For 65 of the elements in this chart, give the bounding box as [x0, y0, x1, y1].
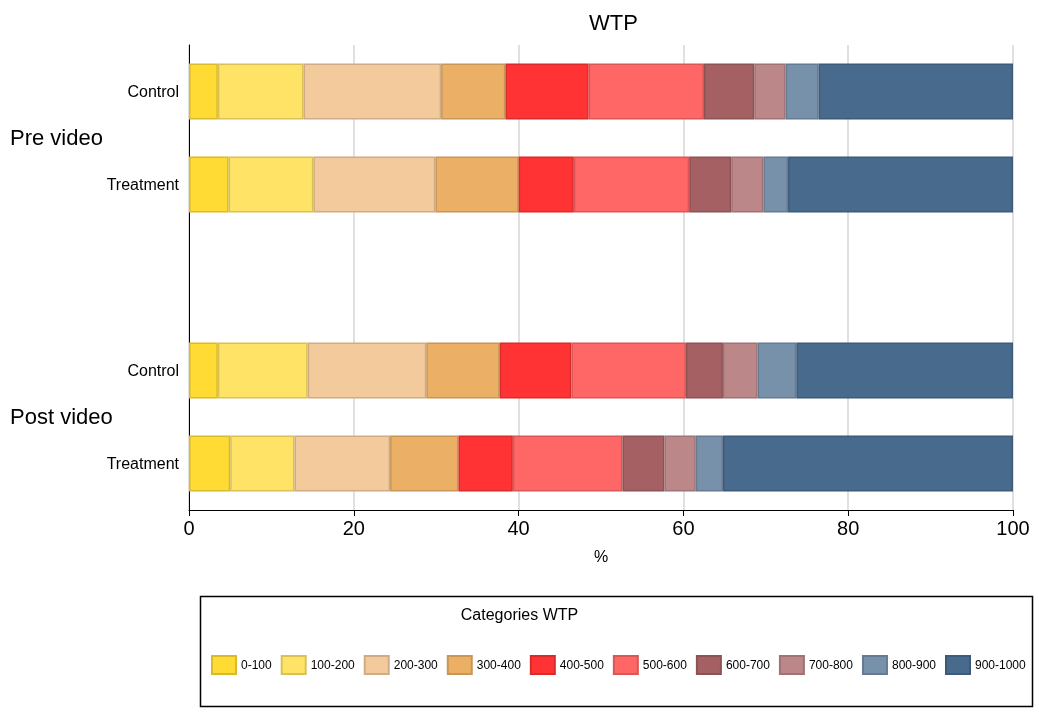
legend-label: 800-900	[891, 658, 937, 672]
x-tick-label: 80	[837, 517, 860, 539]
bar	[189, 63, 218, 120]
bar	[230, 435, 295, 492]
x-axis-title: %	[593, 547, 609, 565]
bar	[757, 342, 797, 399]
x-tick-label: 20	[342, 517, 365, 539]
bar	[685, 342, 723, 399]
bar	[722, 435, 1013, 492]
legend-label: 100-200	[310, 658, 356, 672]
x-tick-label: 40	[507, 517, 530, 539]
bar	[189, 342, 218, 399]
bar	[588, 63, 704, 120]
bar	[664, 435, 696, 492]
legend-label: 600-700	[725, 658, 771, 672]
x-tick-label: 0	[183, 517, 195, 539]
bar	[303, 63, 442, 120]
bar	[818, 63, 1013, 120]
bar	[622, 435, 665, 492]
bar	[217, 63, 304, 120]
bar	[788, 156, 1013, 213]
bar	[512, 435, 623, 492]
bar	[695, 435, 723, 492]
legend-label: 400-500	[559, 658, 605, 672]
bar	[722, 342, 758, 399]
y-tick-label: Treatment	[106, 176, 180, 193]
bar	[689, 156, 732, 213]
legend-label: 300-400	[476, 658, 522, 672]
bar	[704, 63, 755, 120]
bar	[499, 342, 572, 399]
bar	[458, 435, 513, 492]
bar	[731, 156, 764, 213]
bar	[441, 63, 506, 120]
bar	[189, 435, 231, 492]
chart-title: WTP	[589, 9, 638, 35]
bar	[754, 63, 786, 120]
legend-label: 900-1000	[975, 658, 1027, 672]
bar	[294, 435, 391, 492]
y-tick-label: Control	[127, 362, 179, 379]
bar	[390, 435, 459, 492]
legend-title: Categories WTP	[460, 605, 579, 623]
bar	[313, 156, 436, 213]
bar	[505, 63, 589, 120]
bar	[763, 156, 789, 213]
bar	[518, 156, 574, 213]
text: Pre video	[10, 124, 103, 150]
x-tick-label: 60	[672, 517, 695, 539]
legend-label: 700-800	[808, 658, 854, 672]
bar	[189, 156, 229, 213]
bar	[435, 156, 519, 213]
bar	[796, 342, 1013, 399]
bar	[426, 342, 500, 399]
x-tick-label: 100	[996, 517, 1030, 539]
legend-label: 500-600	[642, 658, 688, 672]
legend-label: 200-300	[393, 658, 439, 672]
legend-label: 0-100	[241, 658, 273, 672]
y-tick-label: Control	[127, 83, 179, 100]
bar	[307, 342, 427, 399]
y-tick-label: Treatment	[106, 455, 180, 472]
bar	[228, 156, 314, 213]
bar	[785, 63, 819, 120]
bar	[217, 342, 308, 399]
bar	[571, 342, 686, 399]
bar	[573, 156, 690, 213]
text: Post video	[10, 403, 113, 429]
